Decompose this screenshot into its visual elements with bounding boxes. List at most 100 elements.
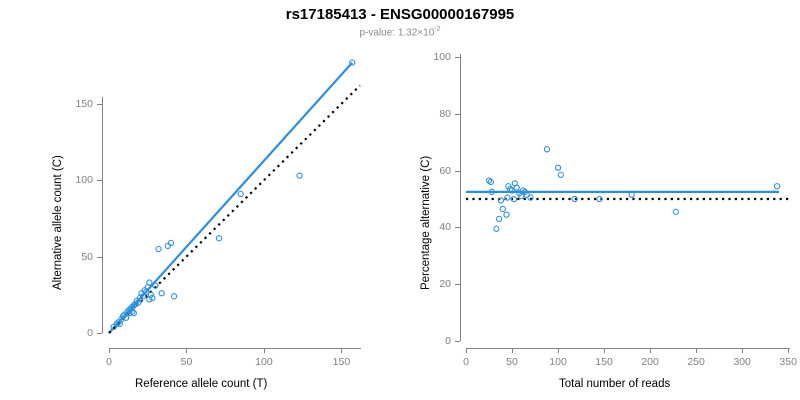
pvalue-text: p-value: 1.32×10 [359,27,435,39]
y-tick [455,113,460,115]
right-x-axis-title: Total number of reads [559,378,671,390]
data-point [488,188,495,196]
figure-subtitle: p-value: 1.32×10-2 [0,26,800,38]
data-point [513,184,520,191]
y-tick-label: 0 [87,327,93,339]
x-tick [466,348,467,353]
data-point [504,194,511,201]
y-tick [455,227,460,229]
data-point [113,320,120,327]
left-x-axis-line [109,348,361,349]
y-tick-label: 40 [439,221,451,234]
data-point [132,300,139,308]
y-tick-label: 150 [75,97,93,110]
pvalue-exponent: -2 [434,26,441,33]
data-point [596,195,603,203]
x-tick-label: 350 [779,356,797,368]
data-point [158,290,165,297]
regression-line [108,61,354,334]
data-point [349,59,356,66]
data-point [119,313,127,320]
y-tick [455,170,460,172]
x-tick-label: 50 [180,356,193,368]
y-tick-label: 50 [81,250,93,263]
data-point [164,242,172,250]
data-point [493,225,500,232]
y-tick-label: 100 [75,174,93,187]
x-tick-label: 50 [506,356,518,368]
data-point [518,193,525,200]
data-point [139,293,147,300]
x-tick [341,348,343,353]
data-point [122,314,130,321]
right-y-axis-title: Percentage alternative (C) [420,155,432,290]
y-tick-label: 20 [439,278,451,291]
left-y-axis-title: Alternative allele count (C) [52,155,64,290]
data-point [571,195,578,203]
data-point [146,279,153,286]
x-tick-label: 100 [255,356,273,368]
data-point [503,211,510,218]
y-tick [97,256,102,258]
x-tick [558,348,560,353]
y-tick-label: 100 [433,51,451,63]
data-point [497,197,505,204]
data-point [152,282,159,289]
x-tick [742,348,744,353]
left-plot-area [108,59,361,334]
y-tick [455,284,460,286]
data-point [130,309,137,317]
y-tick-label: 0 [445,335,451,347]
right-plot-area [466,146,790,232]
figure-title: rs17185413 - ENSG00000167995 [285,6,515,23]
data-point [155,245,162,253]
panel-percentage: Total number of reads Percentage alterna… [400,0,800,400]
x-tick-label: 0 [463,356,469,368]
x-tick [109,348,110,353]
right-y-axis-line [460,54,461,341]
data-point [296,172,303,179]
x-tick [788,348,790,353]
reference-line [108,84,361,334]
x-tick-label: 150 [332,356,351,368]
data-point [508,187,516,194]
data-point [557,171,564,179]
left-y-axis-line [102,97,103,333]
data-point [215,235,223,242]
y-tick-label: 60 [439,164,451,177]
panel-allele-counts: Reference allele count (T) Alternative a… [52,59,361,390]
x-tick [512,348,514,353]
data-point [672,208,680,215]
data-point [527,194,534,201]
x-tick-label: 100 [549,356,567,368]
x-tick-label: 300 [733,356,751,368]
data-point [149,294,156,302]
x-tick-label: 150 [595,356,613,368]
data-point [167,239,175,247]
data-point [773,183,781,190]
y-tick [455,57,460,58]
x-tick [696,348,698,353]
data-point [129,308,136,315]
data-point [628,191,635,198]
x-tick [263,348,265,353]
x-tick-label: 0 [106,356,112,368]
data-point [147,291,154,298]
x-tick-label: 250 [687,356,705,368]
y-tick [97,180,102,182]
y-tick [455,341,460,342]
data-point [499,205,506,213]
data-point [170,293,178,300]
left-x-axis-title: Reference allele count (T) [135,378,268,390]
data-point [487,178,495,186]
data-point [543,146,551,153]
right-x-axis-line [466,348,790,349]
x-tick-label: 200 [641,356,659,368]
y-tick-label: 80 [439,107,451,120]
y-tick [97,103,102,105]
x-tick [186,348,188,353]
data-point [554,164,562,171]
x-tick [604,348,606,353]
x-tick [650,348,652,353]
